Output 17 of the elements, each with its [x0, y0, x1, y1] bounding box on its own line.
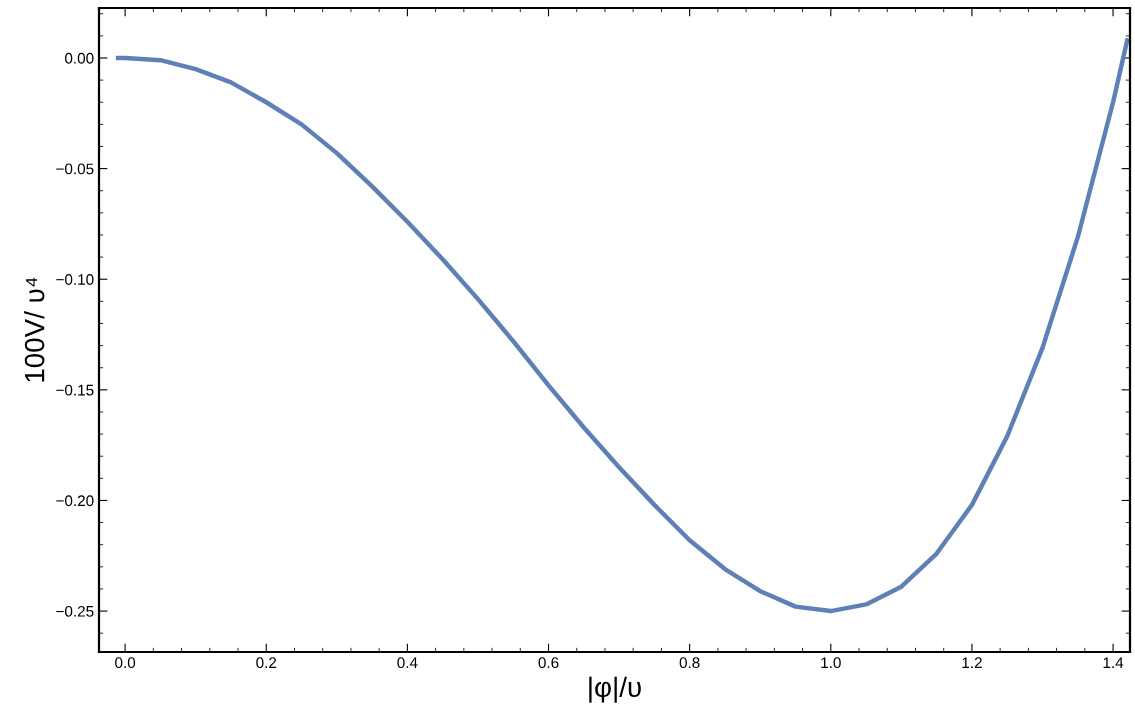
x-tick-label: 1.4: [1103, 657, 1124, 668]
x-axis-title: |φ|/υ: [589, 676, 641, 703]
x-tick-label: 0.8: [679, 657, 700, 669]
x-tick-label: 1.2: [962, 657, 982, 668]
y-tick-label: −0.15: [56, 384, 94, 396]
y-tick-label: −0.25: [56, 605, 94, 617]
y-tick-label: 0.00: [65, 52, 94, 64]
x-tick-label: 1.0: [821, 657, 841, 669]
y-axis-title: 100V/ υ⁴: [24, 277, 45, 382]
x-tick-label: 0.2: [256, 657, 277, 669]
x-tick-label: 0.0: [115, 657, 136, 669]
x-tick-label: 0.4: [397, 657, 418, 669]
y-tick-label: −0.20: [56, 495, 94, 507]
y-tick-label: −0.05: [56, 163, 94, 175]
x-tick-label: 0.6: [538, 657, 559, 669]
y-tick-label: −0.10: [56, 274, 94, 285]
line-series: [115, 38, 1130, 614]
